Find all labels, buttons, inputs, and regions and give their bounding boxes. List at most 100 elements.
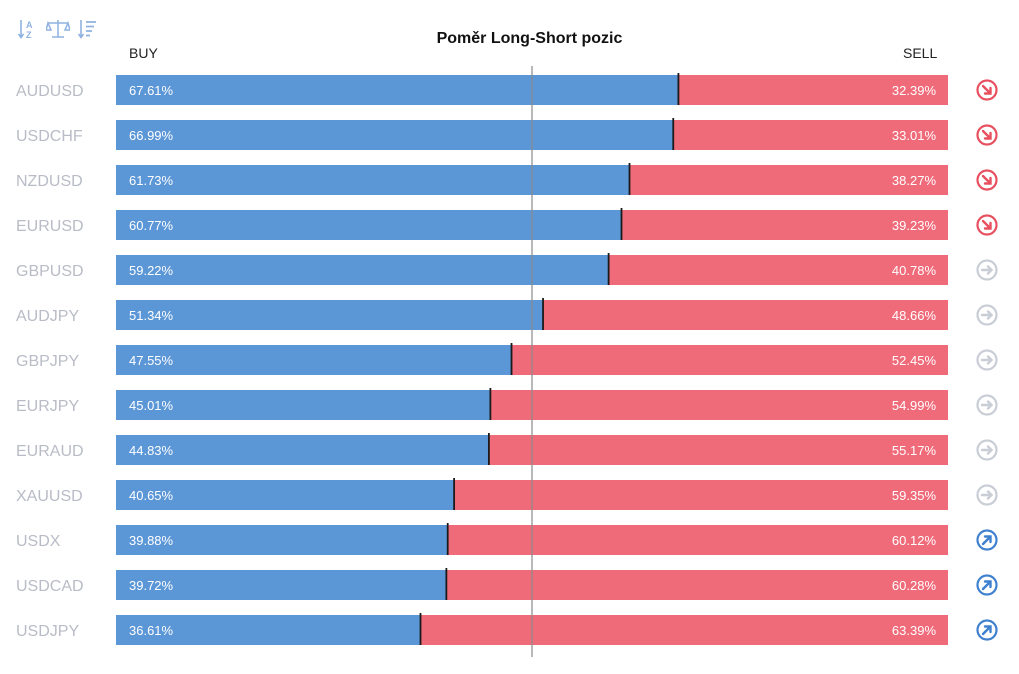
signal-neutral-icon[interactable] [976,394,998,416]
sell-value-label: 32.39% [892,83,937,98]
signal-up-icon[interactable] [976,619,998,641]
buy-value-label: 67.61% [129,83,174,98]
signal-down-icon[interactable] [976,79,998,101]
signal-up-icon[interactable] [976,574,998,596]
toolbar: A Z [18,18,98,40]
symbol-label: AUDUSD [16,83,84,100]
buy-value-label: 45.01% [129,398,174,413]
symbol-label: XAUUSD [16,488,83,505]
signal-neutral-icon[interactable] [976,349,998,371]
symbol-label: GBPJPY [16,353,79,370]
split-marker [628,163,631,195]
split-marker [677,73,680,105]
split-marker [510,343,513,375]
sort-alphabetical-icon[interactable]: A Z [18,18,38,40]
split-marker [445,568,448,600]
svg-text:Z: Z [26,30,32,40]
sort-descending-icon[interactable] [78,18,98,40]
buy-value-label: 60.77% [129,218,174,233]
split-marker [487,433,490,465]
buy-value-label: 66.99% [129,128,174,143]
buy-value-label: 36.61% [129,623,174,638]
buy-bar [116,255,609,285]
sell-bar [420,615,948,645]
buy-value-label: 59.22% [129,263,174,278]
split-marker [620,208,623,240]
buy-value-label: 61.73% [129,173,174,188]
symbol-label: USDCHF [16,128,83,145]
signal-neutral-icon[interactable] [976,439,998,461]
buy-bar [116,435,489,465]
sell-value-label: 59.35% [892,488,937,503]
buy-bar [116,120,674,150]
buy-bar [116,615,421,645]
symbol-label: NZDUSD [16,173,83,190]
symbol-label: EURAUD [16,443,84,460]
buy-bar [116,570,447,600]
chart-title: Poměr Long-Short pozic [436,30,623,47]
sell-value-label: 48.66% [892,308,937,323]
buy-value-label: 39.72% [129,578,174,593]
buy-bar [116,480,455,510]
sell-value-label: 63.39% [892,623,937,638]
buy-bar [116,525,448,555]
signal-up-icon[interactable] [976,529,998,551]
signal-neutral-icon[interactable] [976,304,998,326]
signal-down-icon[interactable] [976,214,998,236]
buy-bar [116,300,544,330]
buy-value-label: 44.83% [129,443,174,458]
split-marker [542,298,544,330]
buy-value-label: 51.34% [129,308,174,323]
sell-column-label: SELL [903,45,938,61]
buy-bar [116,165,630,195]
split-marker [453,478,456,510]
symbol-label: AUDJPY [16,308,79,325]
buy-bar [116,210,622,240]
sell-value-label: 38.27% [892,173,937,188]
svg-text:A: A [26,20,33,30]
split-marker [672,118,675,150]
symbol-label: EURJPY [16,398,79,415]
signal-neutral-icon[interactable] [976,259,998,281]
sell-bar [454,480,948,510]
symbol-label: USDJPY [16,623,79,640]
split-marker [607,253,610,285]
signal-down-icon[interactable] [976,169,998,191]
sell-value-label: 40.78% [892,263,937,278]
sell-value-label: 52.45% [892,353,937,368]
sell-bar [678,75,948,105]
signal-down-icon[interactable] [976,124,998,146]
buy-bar [116,75,679,105]
buy-value-label: 47.55% [129,353,174,368]
sell-bar [511,345,948,375]
sell-bar [543,300,948,330]
split-marker [489,388,492,420]
buy-bar [116,345,512,375]
sell-bar [490,390,948,420]
sell-bar [621,210,948,240]
sell-bar [446,570,948,600]
sell-value-label: 60.28% [892,578,937,593]
sell-bar [447,525,948,555]
buy-bar [116,390,491,420]
symbol-label: USDX [16,533,61,550]
split-marker [419,613,422,645]
symbol-label: GBPUSD [16,263,84,280]
sell-value-label: 60.12% [892,533,937,548]
sell-bar [608,255,948,285]
symbol-label: USDCAD [16,578,84,595]
sell-bar [488,435,948,465]
signal-neutral-icon[interactable] [976,484,998,506]
sell-value-label: 54.99% [892,398,937,413]
sell-bar [673,120,948,150]
split-marker [446,523,449,555]
buy-column-label: BUY [129,45,158,61]
symbol-label: EURUSD [16,218,84,235]
balance-scale-icon[interactable] [46,18,70,40]
sell-value-label: 55.17% [892,443,937,458]
buy-value-label: 40.65% [129,488,174,503]
sell-bar [629,165,948,195]
sell-value-label: 39.23% [892,218,937,233]
buy-value-label: 39.88% [129,533,174,548]
